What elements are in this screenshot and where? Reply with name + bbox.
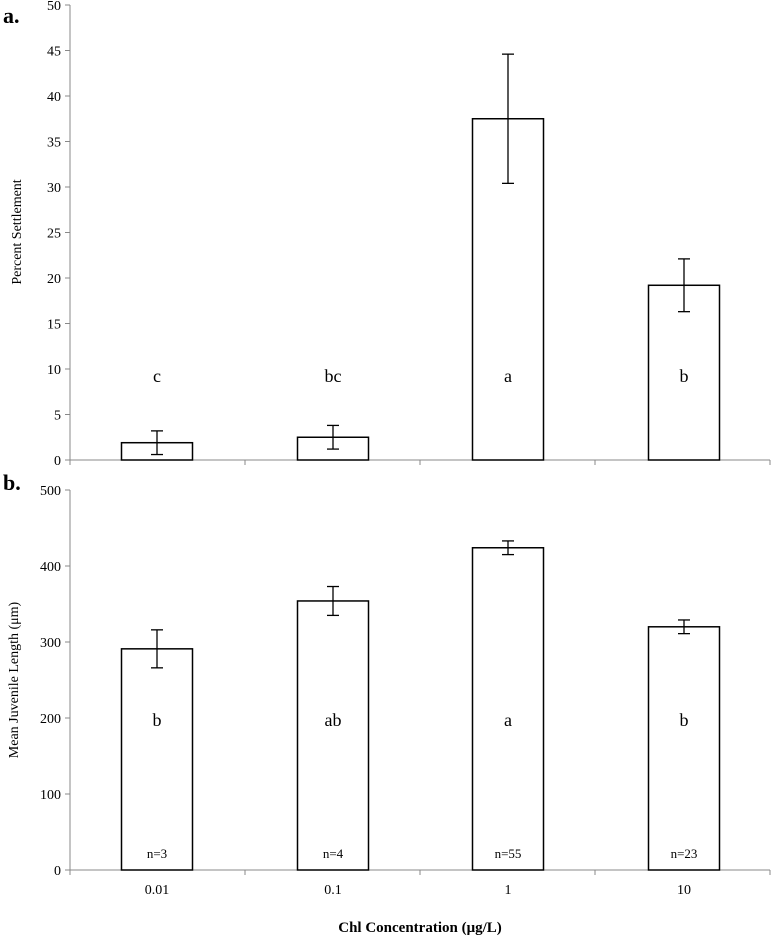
- panel-a-ylabel: Percent Settlement: [10, 179, 25, 284]
- panel-a-y-tick-label: 0: [54, 454, 61, 469]
- panel-b-ylabel: Mean Juvenile Length (μm): [7, 601, 22, 758]
- panel-b-bar: [471, 547, 545, 871]
- panel-b-x-tick-label: 0.1: [324, 883, 342, 898]
- panel-a-group-letter: bc: [325, 366, 342, 386]
- panel-b-group-letter: a: [504, 710, 512, 730]
- panel-a-y-tick-label: 35: [47, 136, 61, 151]
- panel-b-y-tick-label: 300: [40, 636, 61, 651]
- panel-b-n-label: n=55: [495, 846, 522, 861]
- panel-a: a. Percent Settlement 0 5 10 15 20 25 30 35 40 45…: [3, 0, 771, 469]
- panel-b-y-tick-label: 100: [40, 788, 61, 803]
- panel-b-bar: [120, 648, 194, 871]
- panel-b-group-letter: b: [680, 710, 689, 730]
- panel-a-letter: a.: [3, 3, 20, 28]
- panel-b-bar: [296, 600, 370, 871]
- panel-b-bar: [647, 626, 721, 871]
- panel-b-y-tick-label: 200: [40, 712, 61, 727]
- x-axis-title: Chl Concentration (μg/L): [338, 920, 502, 936]
- panel-b-x-tick-label: 0.01: [145, 883, 170, 898]
- panel-b-group-letter: ab: [325, 710, 342, 730]
- panel-a-bar: [647, 284, 721, 461]
- panel-a-y-tick-label: 45: [47, 45, 61, 60]
- panel-a-group-letter: a: [504, 366, 512, 386]
- panel-a-y-tick-label: 50: [47, 0, 61, 14]
- panel-b-y-tick-label: 500: [40, 484, 61, 499]
- panel-b-n-label: n=4: [323, 846, 344, 861]
- panel-a-group-letter: c: [153, 366, 161, 386]
- panel-a-y-tick-label: 20: [47, 272, 61, 287]
- panel-b-x-tick-label: 1: [505, 883, 512, 898]
- panel-b-y-tick-label: 400: [40, 560, 61, 575]
- panel-a-y-tick-label: 15: [47, 318, 61, 333]
- panel-a-y-tick-label: 10: [47, 363, 61, 378]
- panel-b: b. Mean Juvenile Length (μm) 0 100 200 300 4…: [3, 470, 771, 898]
- panel-a-y-tick-label: 25: [47, 227, 61, 242]
- panel-b-n-label: n=3: [147, 846, 167, 861]
- panel-a-y-tick-label: 30: [47, 181, 61, 196]
- panel-b-n-label: n=23: [671, 846, 698, 861]
- panel-a-y-tick-label: 5: [54, 409, 61, 424]
- panel-b-group-letter: b: [153, 710, 162, 730]
- panel-b-x-tick-label: 10: [677, 883, 691, 898]
- panel-b-y-tick-label: 0: [54, 864, 61, 879]
- panel-a-y-tick-label: 40: [47, 90, 61, 105]
- panel-b-letter: b.: [3, 470, 21, 495]
- panel-a-group-letter: b: [680, 366, 689, 386]
